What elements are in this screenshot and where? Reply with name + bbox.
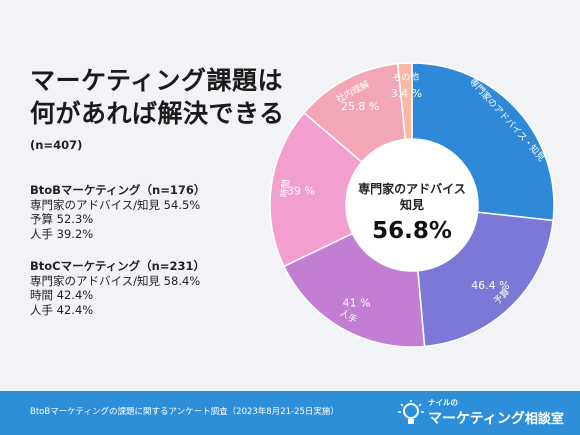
btoc-line-3: 人手 42.4% [30, 302, 94, 317]
center-value: 56.8% [372, 218, 452, 244]
slice-category-label: その他 [392, 70, 420, 83]
btoc-line-2: 時間 42.4% [30, 288, 94, 302]
btob-line-1: 専門家のアドバイス/知見 54.5% [30, 197, 201, 212]
footer-bar: BtoBマーケティングの課題に関するアンケート調査（2023年8月21-25日実… [0, 391, 580, 435]
logo-small-text: ナイルの [428, 398, 458, 407]
slice-value-label: 41 % [343, 296, 371, 309]
slice-value-label: 39 % [287, 184, 315, 197]
survey-source: BtoBマーケティングの課題に関するアンケート調査（2023年8月21-25日実… [30, 407, 339, 417]
btob-line-3: 人手 39.2% [30, 226, 94, 241]
btoc-line-1: 専門家のアドバイス/知見 58.4% [30, 273, 201, 288]
slice-value-label: 3.4 % [391, 87, 422, 100]
title-line-1: マーケティング課題は [30, 66, 284, 95]
btoc-summary: BtoCマーケティング（n=231） 専門家のアドバイス/知見 58.4% 時間… [30, 259, 205, 317]
title-line-2: 何があれば解決できる [30, 99, 285, 128]
btob-summary: BtoBマーケティング（n=176） 専門家のアドバイス/知見 54.5% 予算… [30, 183, 205, 241]
lightbulb-icon [398, 400, 424, 424]
btoc-heading: BtoCマーケティング（n=231） [30, 259, 206, 273]
btob-heading: BtoBマーケティング（n=176） [30, 183, 206, 197]
btob-line-2: 予算 52.3% [30, 212, 94, 226]
slice-category-label: 時間 [279, 179, 292, 198]
logo-main: マーケティング [428, 411, 525, 427]
sample-size: (n=407) [30, 138, 83, 152]
center-label-line-1: 専門家のアドバイス [358, 181, 466, 196]
page-title: マーケティング課題は 何があれば解決できる [30, 64, 330, 130]
logo-main-text: マーケティング相談室 [428, 408, 564, 428]
donut-hole [346, 139, 478, 271]
slice-value-label: 25.8 % [341, 100, 379, 113]
center-label-line-2: 知見 [399, 197, 424, 212]
slice-value-label: 46.4 % [471, 279, 509, 292]
logo-sub: 相談室 [524, 412, 564, 427]
